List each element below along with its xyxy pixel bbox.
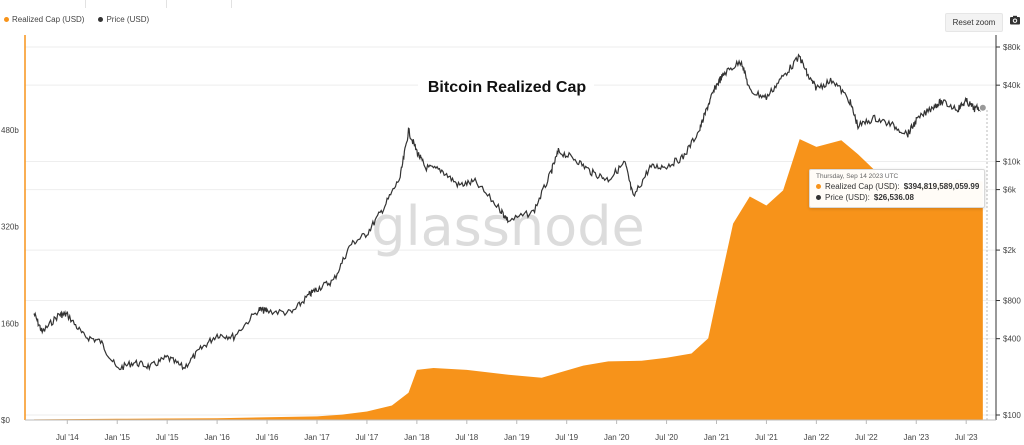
tooltip-row-realized-cap: Realized Cap (USD): $394,819,589,059.99 (816, 182, 979, 191)
tooltip-price-label: Price (USD): (825, 193, 870, 202)
price-line (33, 53, 984, 372)
tooltip-price-swatch (816, 195, 821, 200)
price-swatch (98, 17, 104, 22)
reset-zoom-button[interactable]: Reset zoom (945, 13, 1003, 32)
x-tick-label: Jan '16 (204, 433, 230, 442)
right-tick-label: $80k (1003, 43, 1021, 52)
x-tick-label: Jul '16 (256, 433, 279, 442)
right-tick-label: $2k (1003, 246, 1017, 255)
x-tick-label: Jul '17 (355, 433, 378, 442)
right-tick-label: $40k (1003, 81, 1021, 90)
left-tick-label: 160b (1, 319, 19, 328)
realized-cap-swatch (4, 17, 9, 22)
x-tick-label: Jul '20 (655, 433, 678, 442)
legend-label-realized-cap: Realized Cap (USD) (12, 15, 85, 24)
legend-item-price[interactable]: Price (USD) (98, 15, 149, 24)
title-background (418, 70, 594, 102)
tooltip-date: Thursday, Sep 14 2023 UTC (816, 173, 899, 180)
x-tick-label: Jan '17 (304, 433, 330, 442)
x-tick-label: Jul '22 (855, 433, 878, 442)
x-tick-label: Jan '21 (704, 433, 730, 442)
x-tick-label: Jul '14 (56, 433, 79, 442)
x-tick-label: Jul '19 (555, 433, 578, 442)
x-axis-ticks: Jul '14 Jan '15 Jul '15 Jan '16 Jul '16 Jan '… (56, 420, 978, 442)
tooltip-realized-cap-swatch (816, 184, 821, 189)
left-axis-ticks: $0 160b 320b 480b (1, 126, 19, 425)
right-tick-label: $400 (1003, 335, 1021, 344)
realized-cap-area (34, 139, 983, 420)
right-axis-ticks: $100 $400 $800 $2k $6k $10k $40k $80k (996, 43, 1021, 420)
left-tick-label: 320b (1, 223, 19, 232)
top-tab-strip (0, 0, 1024, 8)
x-tick-label: Jan '19 (504, 433, 530, 442)
tab-segment[interactable] (86, 0, 167, 8)
legend-item-realized-cap[interactable]: Realized Cap (USD) (4, 15, 84, 24)
chart-legend: Realized Cap (USD) Price (USD) (4, 15, 149, 24)
left-tick-label: 480b (1, 126, 19, 135)
x-tick-label: Jan '22 (804, 433, 830, 442)
x-tick-label: Jan '18 (404, 433, 430, 442)
right-tick-label: $100 (1003, 411, 1021, 420)
x-tick-label: Jan '15 (104, 433, 130, 442)
hover-tooltip: Thursday, Sep 14 2023 UTC Realized Cap (… (809, 169, 985, 208)
x-tick-label: Jul '18 (455, 433, 478, 442)
watermark: glassnode (371, 195, 644, 258)
right-tick-label: $10k (1003, 157, 1021, 166)
tooltip-realized-cap-label: Realized Cap (USD): (825, 182, 900, 191)
left-tick-label: $0 (1, 416, 10, 425)
tooltip-realized-cap-value: $394,819,589,059.99 (903, 182, 980, 191)
tab-segment[interactable] (167, 0, 232, 8)
x-tick-label: Jan '23 (903, 433, 929, 442)
legend-label-price: Price (USD) (106, 15, 150, 24)
tooltip-row-price: Price (USD): $26,536.08 (816, 193, 914, 202)
x-tick-label: Jan '20 (604, 433, 630, 442)
x-tick-label: Jul '15 (156, 433, 179, 442)
tab-segment[interactable] (0, 0, 86, 8)
hover-marker[interactable] (978, 103, 987, 112)
chart-title: Bitcoin Realized Cap (428, 79, 586, 96)
tooltip-price-value: $26,536.08 (873, 193, 914, 202)
x-tick-label: Jul '23 (955, 433, 978, 442)
x-tick-label: Jul '21 (755, 433, 778, 442)
right-tick-label: $6k (1003, 186, 1017, 195)
camera-icon[interactable] (1009, 14, 1021, 26)
right-tick-label: $800 (1003, 297, 1021, 306)
